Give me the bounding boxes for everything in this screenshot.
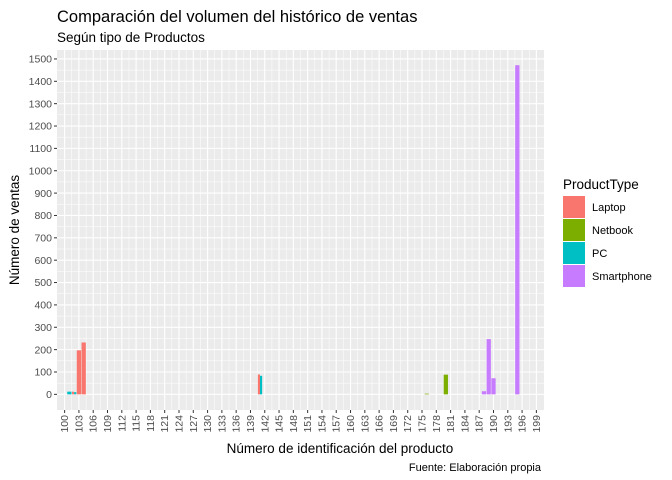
y-tick-label: 1500 [29, 54, 53, 66]
bar [515, 65, 520, 395]
legend-label: Laptop [592, 202, 626, 214]
bar-layer [67, 65, 520, 395]
x-tick-label: 127 [188, 415, 200, 433]
x-tick-label: 118 [145, 415, 157, 432]
legend-title: ProductType [563, 177, 639, 192]
x-tick-label: 166 [374, 415, 386, 433]
x-tick-label: 190 [488, 415, 500, 433]
y-tick-label: 700 [34, 233, 52, 245]
x-tick-label: 130 [202, 415, 214, 433]
x-axis-title: Número de identificación del producto [227, 441, 454, 456]
x-tick-label: 151 [302, 415, 314, 433]
legend: Laptop Netbook PC Smartphone [563, 196, 652, 287]
y-tick-label: 1000 [29, 165, 53, 177]
legend-label: Netbook [592, 225, 633, 237]
x-tick-label: 124 [173, 415, 185, 433]
legend-key [563, 265, 585, 287]
legend-label: Smartphone [592, 271, 652, 283]
x-tick-label: 196 [517, 415, 529, 433]
x-tick-label: 184 [459, 415, 471, 433]
bar [491, 378, 496, 395]
grid-layer [57, 50, 544, 410]
x-tick-label: 169 [388, 415, 400, 433]
y-tick-label: 100 [34, 367, 52, 379]
x-tick-label: 193 [502, 415, 514, 433]
y-tick-label: 200 [34, 344, 52, 356]
bar [72, 391, 75, 395]
legend-key [563, 219, 585, 241]
x-tick-label: 145 [274, 415, 286, 433]
x-tick-label: 178 [431, 415, 443, 433]
x-tick-label: 133 [216, 415, 228, 433]
x-tick-label: 139 [245, 415, 257, 433]
y-tick-label: 0 [46, 389, 52, 401]
x-tick-label: 163 [359, 415, 371, 433]
y-tick-label: 800 [34, 210, 52, 222]
y-axis-title: Número de ventas [7, 175, 22, 286]
x-tick-label: 106 [88, 415, 100, 433]
legend-label: PC [592, 248, 607, 260]
y-axis-ticks: 0 100 200 300 400 500 600 700 800 900 1000 1100 1200… [29, 54, 57, 401]
y-tick-label: 1200 [29, 121, 53, 133]
x-tick-label: 112 [116, 415, 128, 432]
bar [67, 391, 72, 395]
bar [257, 374, 260, 395]
y-tick-label: 1100 [29, 143, 52, 155]
x-tick-label: 142 [259, 415, 271, 433]
bar [481, 391, 487, 395]
chart-caption: Fuente: Elaboración propia [409, 462, 542, 474]
bar [259, 375, 263, 395]
chart-subtitle: Según tipo de Productos [57, 30, 205, 45]
bar [81, 342, 86, 395]
y-tick-label: 1300 [29, 98, 53, 110]
bar [424, 393, 429, 395]
x-tick-label: 109 [102, 415, 114, 433]
bar [76, 350, 82, 395]
x-tick-label: 103 [73, 415, 85, 433]
x-tick-label: 154 [316, 415, 328, 433]
y-tick-label: 400 [34, 300, 52, 312]
x-tick-label: 187 [474, 415, 486, 433]
chart-title: Comparación del volumen del histórico de… [57, 8, 417, 26]
x-tick-label: 115 [131, 415, 143, 432]
x-tick-label: 121 [159, 415, 171, 433]
x-tick-label: 100 [59, 415, 71, 433]
legend-key [563, 196, 585, 218]
bar [443, 374, 448, 395]
y-tick-label: 600 [34, 255, 52, 267]
y-tick-label: 1400 [29, 76, 53, 88]
x-axis-ticks: 100 103 106 109 112 115 118 121 124 127 130 133 136 1… [59, 410, 543, 433]
x-tick-label: 157 [331, 415, 343, 433]
y-tick-label: 900 [34, 188, 52, 200]
legend-key [563, 242, 585, 264]
bar [486, 339, 491, 395]
y-tick-label: 300 [34, 322, 52, 334]
x-tick-label: 181 [445, 415, 457, 433]
x-tick-label: 199 [531, 415, 543, 433]
x-tick-label: 148 [288, 415, 300, 433]
x-tick-label: 172 [402, 415, 414, 433]
bar [74, 392, 77, 395]
x-tick-label: 160 [345, 415, 357, 433]
y-tick-label: 500 [34, 277, 52, 289]
x-tick-label: 175 [417, 415, 429, 433]
x-tick-label: 136 [231, 415, 243, 433]
